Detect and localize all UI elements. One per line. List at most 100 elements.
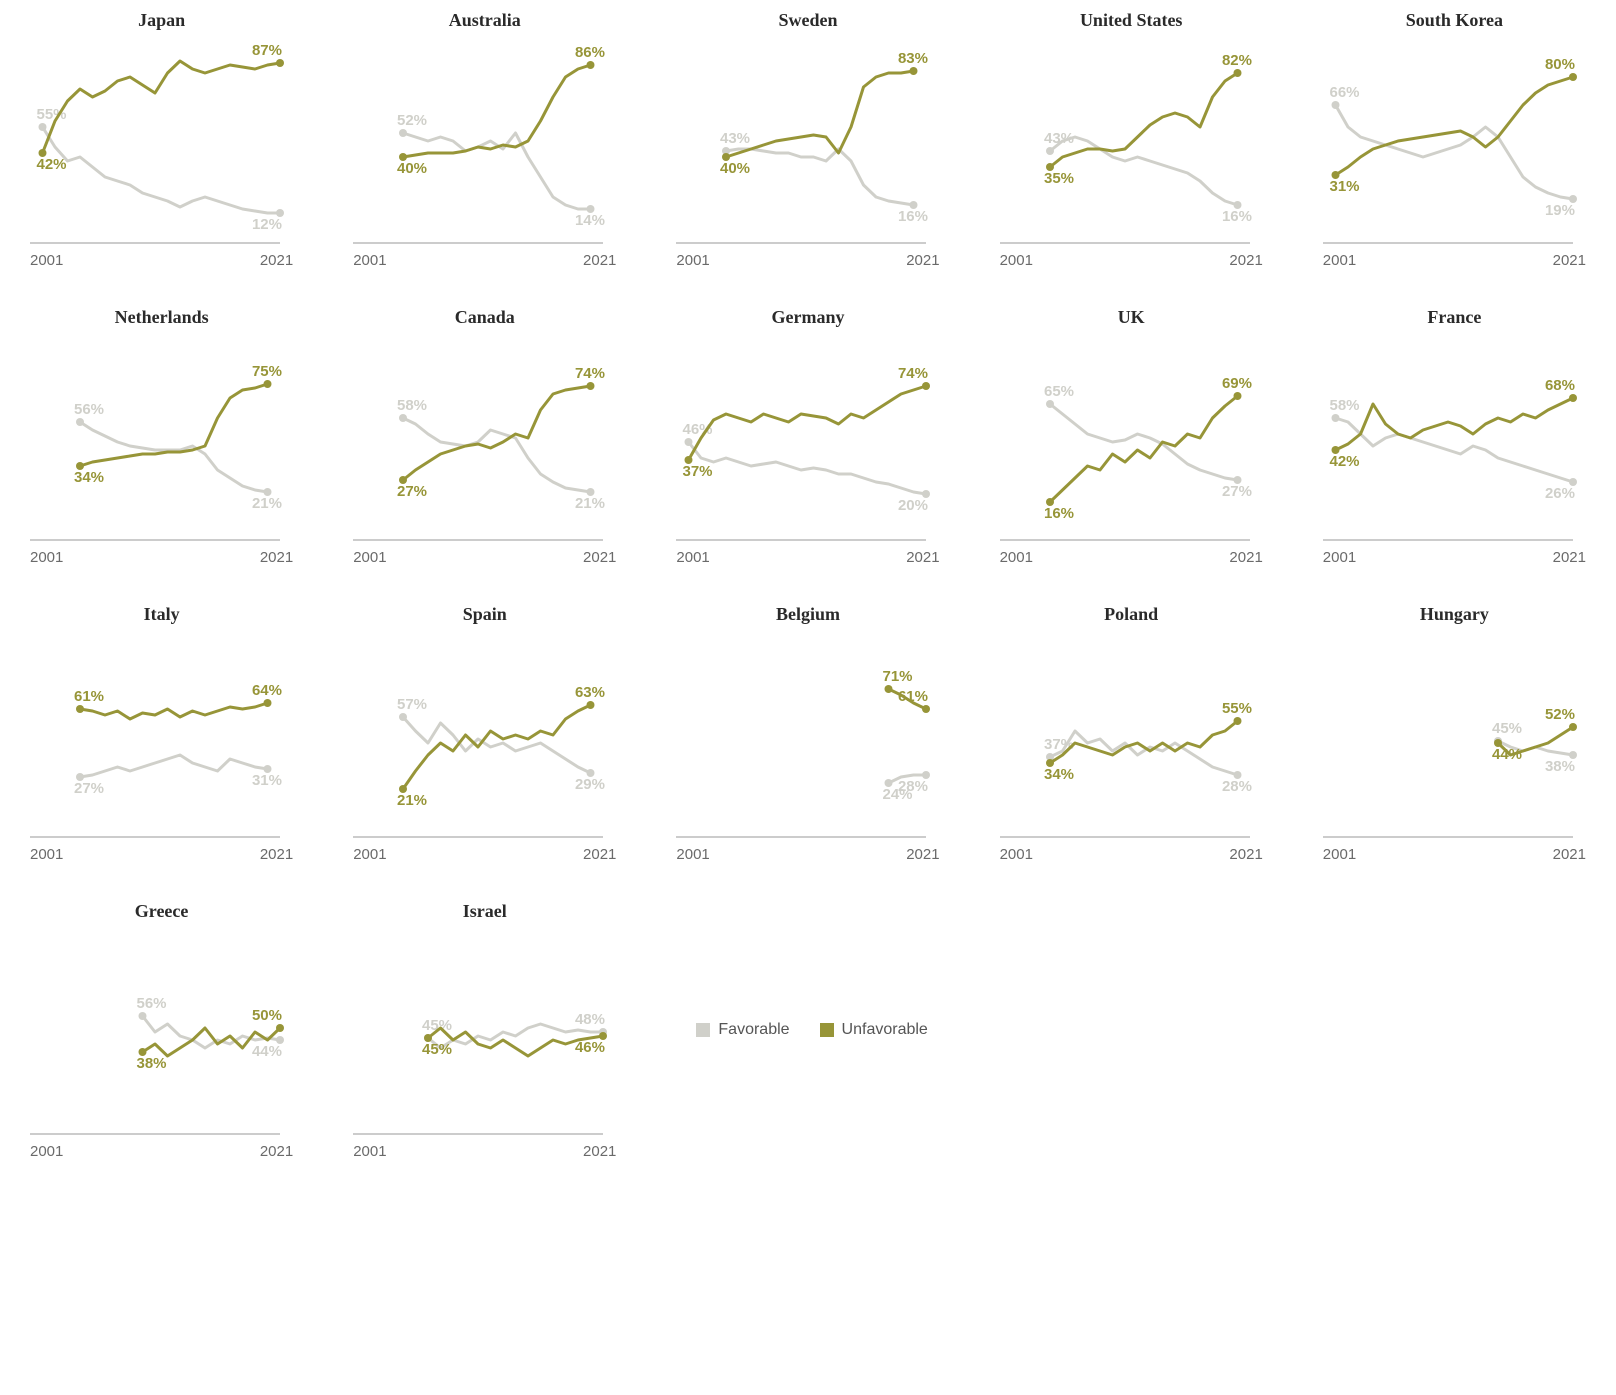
favorable-line — [689, 442, 927, 494]
chart-title: Israel — [353, 901, 616, 922]
unfavorable-start-label: 42% — [37, 156, 67, 173]
x-axis-end-label: 2021 — [260, 1143, 293, 1160]
favorable-start-marker — [76, 418, 84, 426]
chart-panel: Italy27%31%61%64%20012021 — [30, 604, 293, 861]
chart-svg: 46%20%37%74% — [676, 334, 926, 564]
chart-svg: 66%19%31%80% — [1323, 37, 1573, 267]
x-axis-end-label: 2021 — [1229, 252, 1262, 269]
unfavorable-end-marker — [1569, 394, 1577, 402]
chart-title: Sweden — [676, 10, 939, 31]
unfavorable-start-label: 45% — [422, 1041, 452, 1058]
x-axis-end-label: 2021 — [906, 549, 939, 566]
favorable-start-marker — [139, 1012, 147, 1020]
chart-panel: Belgium24%28%71%61%20012021 — [676, 604, 939, 861]
favorable-end-label: 48% — [575, 1011, 605, 1028]
unfavorable-end-label: 63% — [575, 684, 605, 701]
x-axis-start-label: 2001 — [676, 252, 709, 269]
chart-svg: 58%26%42%68% — [1323, 334, 1573, 564]
x-axis-start-label: 2001 — [353, 549, 386, 566]
x-axis-start-label: 2001 — [1323, 252, 1356, 269]
favorable-end-label: 27% — [1222, 483, 1252, 500]
x-axis-end-label: 2021 — [583, 1143, 616, 1160]
x-axis-start-label: 2001 — [353, 252, 386, 269]
chart-title: UK — [1000, 307, 1263, 328]
x-axis-end-label: 2021 — [260, 549, 293, 566]
favorable-start-label: 43% — [1044, 130, 1074, 147]
unfavorable-end-marker — [910, 67, 918, 75]
legend-swatch-favorable — [696, 1023, 710, 1037]
favorable-start-label: 57% — [397, 696, 427, 713]
chart-panel: Israel45%48%45%46%20012021 — [353, 901, 616, 1158]
chart-title: Belgium — [676, 604, 939, 625]
unfavorable-end-label: 74% — [575, 365, 605, 382]
unfavorable-start-label: 61% — [74, 688, 104, 705]
chart-panel: South Korea66%19%31%80%20012021 — [1323, 10, 1586, 267]
chart-svg: 43%16%35%82% — [1000, 37, 1250, 267]
favorable-line — [43, 127, 281, 213]
favorable-line — [403, 133, 591, 209]
favorable-start-marker — [399, 414, 407, 422]
favorable-line — [80, 755, 268, 777]
unfavorable-end-marker — [276, 59, 284, 67]
x-axis-end-label: 2021 — [583, 252, 616, 269]
unfavorable-end-marker — [276, 1024, 284, 1032]
unfavorable-start-label: 37% — [683, 463, 713, 480]
chart-svg: 55%12%42%87% — [30, 37, 280, 267]
favorable-end-label: 29% — [575, 776, 605, 793]
favorable-end-label: 12% — [252, 216, 282, 233]
chart-title: Germany — [676, 307, 939, 328]
favorable-end-label: 21% — [575, 495, 605, 512]
favorable-end-label: 16% — [1222, 208, 1252, 225]
x-axis-start-label: 2001 — [1323, 549, 1356, 566]
unfavorable-line — [1050, 73, 1238, 167]
x-axis-start-label: 2001 — [30, 252, 63, 269]
unfavorable-line — [43, 61, 281, 153]
x-axis-start-label: 2001 — [676, 549, 709, 566]
chart-panel: Greece56%44%38%50%20012021 — [30, 901, 293, 1158]
unfavorable-end-label: 87% — [252, 42, 282, 59]
chart-svg: 45%38%44%52% — [1323, 631, 1573, 861]
favorable-line — [1335, 418, 1573, 482]
x-axis-end-label: 2021 — [906, 252, 939, 269]
favorable-start-label: 65% — [1044, 383, 1074, 400]
unfavorable-end-marker — [587, 701, 595, 709]
chart-title: Spain — [353, 604, 616, 625]
unfavorable-start-label: 16% — [1044, 505, 1074, 522]
chart-panel: Canada58%21%27%74%20012021 — [353, 307, 616, 564]
chart-title: Japan — [30, 10, 293, 31]
x-axis-end-label: 2021 — [1553, 549, 1586, 566]
chart-svg: 27%31%61%64% — [30, 631, 280, 861]
chart-panel: Poland37%28%34%55%20012021 — [1000, 604, 1263, 861]
legend-item-favorable: Favorable — [696, 1021, 789, 1039]
x-axis-start-label: 2001 — [353, 1143, 386, 1160]
favorable-line — [403, 418, 591, 492]
chart-title: France — [1323, 307, 1586, 328]
favorable-start-marker — [685, 438, 693, 446]
unfavorable-end-label: 82% — [1222, 52, 1252, 69]
legend-swatch-unfavorable — [820, 1023, 834, 1037]
unfavorable-end-marker — [922, 382, 930, 390]
chart-panel: Sweden 43%16%40%83%2001 2021 — [676, 10, 939, 267]
favorable-line — [80, 422, 268, 492]
unfavorable-line — [403, 705, 591, 789]
legend-item-unfavorable: Unfavorable — [820, 1021, 928, 1039]
chart-title: Greece — [30, 901, 293, 922]
legend-label-unfavorable: Unfavorable — [842, 1021, 928, 1038]
favorable-line — [1335, 105, 1573, 199]
favorable-start-marker — [1331, 414, 1339, 422]
chart-svg: 65%27%16%69% — [1000, 334, 1250, 564]
chart-title: Netherlands — [30, 307, 293, 328]
x-axis-end-label: 2021 — [1229, 846, 1262, 863]
unfavorable-start-label: 42% — [1329, 453, 1359, 470]
favorable-end-label: 44% — [252, 1043, 282, 1060]
favorable-start-marker — [399, 713, 407, 721]
favorable-end-label: 19% — [1545, 202, 1575, 219]
favorable-start-label: 43% — [720, 130, 750, 147]
chart-svg: 43%16%40%83% — [676, 37, 926, 267]
unfavorable-end-label: 64% — [252, 682, 282, 699]
favorable-end-label: 14% — [575, 212, 605, 229]
unfavorable-end-marker — [1233, 717, 1241, 725]
favorable-line — [1050, 137, 1238, 205]
unfavorable-start-label: 38% — [137, 1055, 167, 1072]
x-axis-end-label: 2021 — [1553, 846, 1586, 863]
